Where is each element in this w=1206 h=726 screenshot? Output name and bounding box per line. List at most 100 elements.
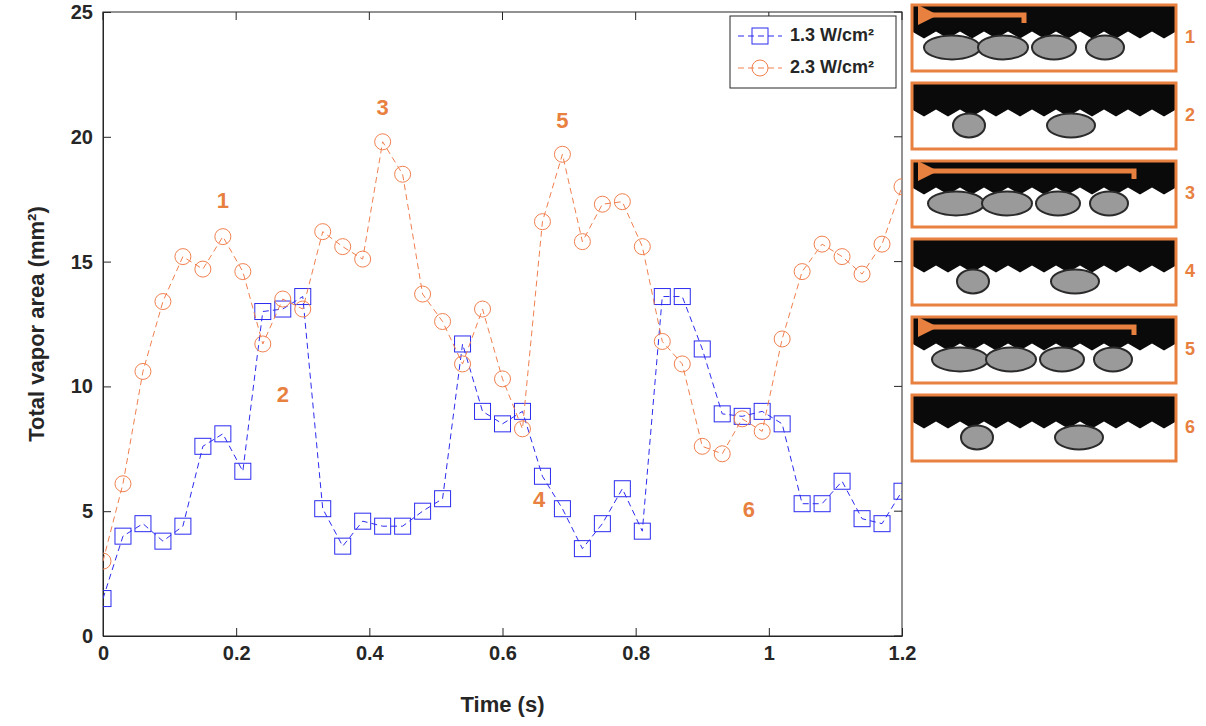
annotation: 5 (556, 108, 568, 133)
photo-border (912, 161, 1176, 227)
data-point (734, 411, 750, 427)
data-point (874, 236, 890, 252)
data-point (455, 336, 471, 352)
photo-bubble (953, 113, 985, 137)
tick-mark (236, 628, 237, 636)
tick-mark (894, 511, 902, 512)
legend-box (730, 16, 896, 88)
data-point (355, 251, 371, 267)
tick-label: 0.6 (489, 642, 517, 664)
tick: 0.8 (622, 628, 650, 664)
photo-bubble (978, 35, 1028, 59)
data-point (115, 528, 131, 544)
data-point (475, 403, 491, 419)
photo-panel (912, 395, 1176, 461)
photo-panel (912, 239, 1176, 305)
photo-background (912, 161, 1176, 227)
tick-mark (636, 628, 637, 636)
tick-mark (894, 136, 902, 137)
data-point (295, 289, 311, 305)
photo-border (912, 83, 1176, 149)
axis-line (103, 13, 104, 637)
photo-bubble (1090, 191, 1128, 215)
tick-mark (894, 636, 902, 637)
tick-mark (503, 628, 504, 636)
tick-mark (103, 511, 111, 512)
data-point (614, 194, 630, 210)
data-point (395, 518, 411, 534)
photo-bubble (924, 35, 980, 59)
data-point (195, 261, 211, 277)
tick-mark (103, 636, 111, 637)
data-point (754, 403, 770, 419)
legend-label: 2.3 W/cm² (790, 57, 874, 77)
data-point (435, 314, 451, 330)
panel-label: 1 (1185, 27, 1195, 47)
tick-mark (769, 628, 770, 636)
tick: 0.2 (223, 628, 251, 664)
series-line (103, 297, 902, 599)
tick-mark (103, 12, 111, 13)
data-point (694, 341, 710, 357)
data-point (455, 356, 471, 372)
tick-mark (369, 628, 370, 636)
data-point (315, 501, 331, 517)
data-point (135, 363, 151, 379)
photo-border (912, 239, 1176, 305)
photo-bubble (957, 269, 989, 293)
photo-arrow (928, 15, 1024, 23)
tick-label: 0 (82, 625, 93, 647)
tick: 0.6 (489, 628, 517, 664)
tick-label: 0 (98, 642, 109, 664)
data-point (854, 511, 870, 527)
data-point (874, 516, 890, 532)
tick-label: 0.4 (356, 642, 385, 664)
panel-label: 6 (1185, 417, 1195, 437)
tick: 10 (71, 375, 111, 397)
data-point (255, 336, 271, 352)
data-point (155, 533, 171, 549)
photo-surface (912, 395, 1176, 428)
data-point (255, 304, 271, 320)
data-point (594, 516, 610, 532)
data-point (135, 516, 151, 532)
legend-label: 1.3 W/cm² (790, 25, 874, 45)
photo-bubble (1086, 35, 1124, 59)
photo-surface (912, 317, 1176, 350)
data-point (814, 236, 830, 252)
photo-background (912, 239, 1176, 305)
tick-mark (902, 628, 903, 636)
tick-mark (635, 12, 636, 20)
data-layer (103, 134, 902, 607)
data-point (215, 229, 231, 245)
tick: 20 (71, 126, 111, 148)
tick: 1 (764, 628, 775, 664)
data-point (375, 134, 391, 150)
data-point (155, 294, 171, 310)
data-point (634, 239, 650, 255)
data-point (375, 518, 391, 534)
data-point (175, 518, 191, 534)
photo-border (912, 317, 1176, 383)
photo-panel (912, 317, 1176, 383)
data-point (714, 406, 730, 422)
data-point (654, 333, 670, 349)
photo-arrow (928, 171, 1134, 179)
data-point (103, 591, 111, 607)
tick-mark (103, 386, 111, 387)
annotation: 1 (217, 188, 229, 213)
tick-mark (894, 386, 902, 387)
data-point (335, 538, 351, 554)
photo-bubble (961, 425, 993, 449)
photo-panel (912, 83, 1176, 149)
panel-label: 5 (1185, 339, 1195, 359)
tick-mark (103, 12, 104, 20)
data-point (674, 289, 690, 305)
data-point (215, 426, 231, 442)
data-point (594, 196, 610, 212)
data-point (814, 496, 830, 512)
tick: 15 (71, 251, 111, 273)
chart: 00.20.40.60.811.20510152025Time (s)Total… (0, 0, 1206, 726)
data-point (794, 264, 810, 280)
photo-bubble (1040, 347, 1084, 371)
